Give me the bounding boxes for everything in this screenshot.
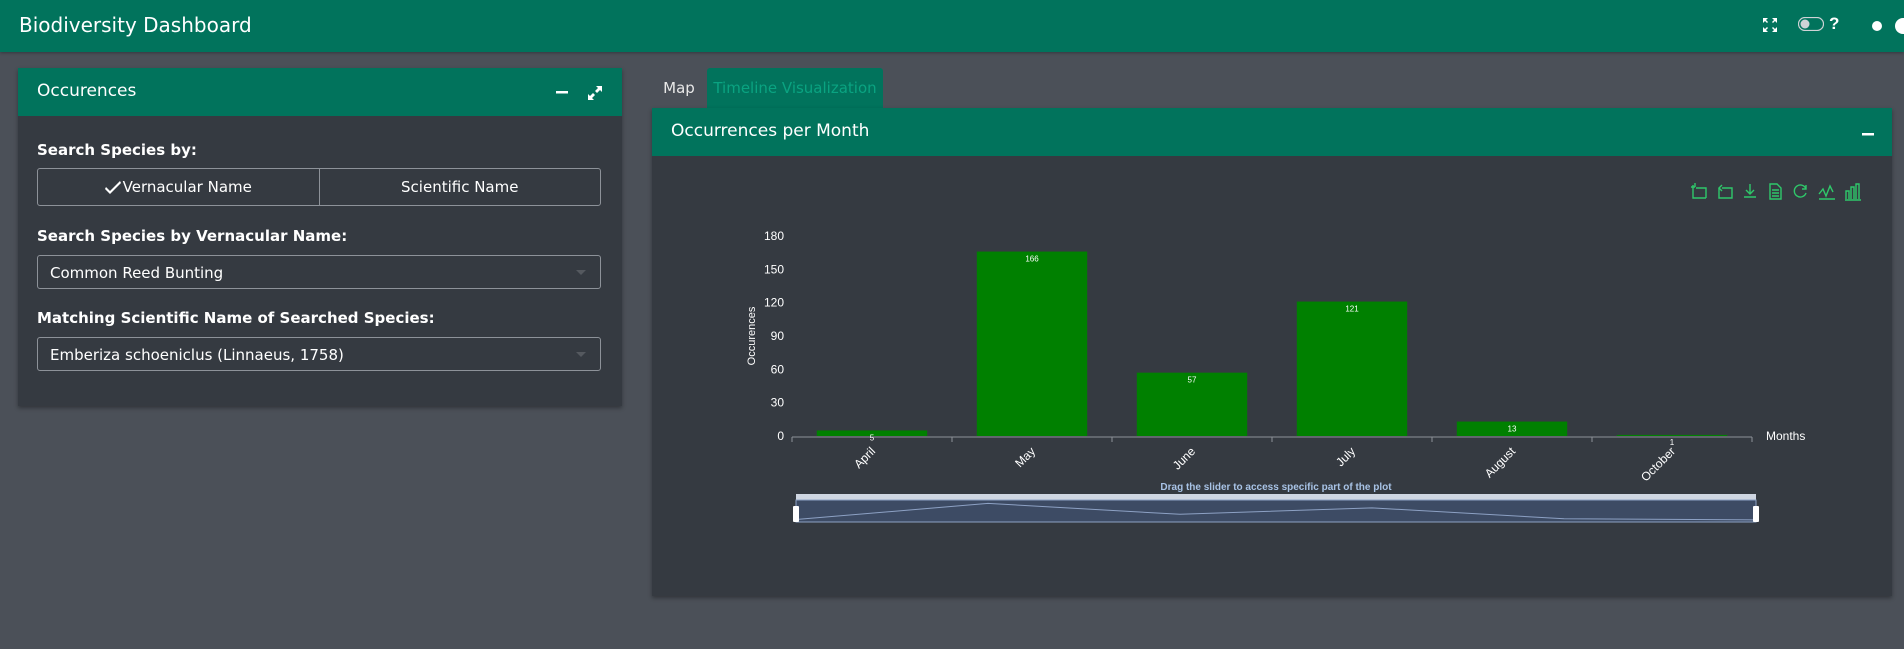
vernacular-name-option-label: Vernacular Name xyxy=(122,178,252,196)
x-tick-label: May xyxy=(1012,444,1038,470)
fullscreen-icon[interactable] xyxy=(1763,18,1777,32)
bar-data-label: 1 xyxy=(1670,438,1675,447)
vernacular-name-option[interactable]: Vernacular Name xyxy=(38,169,319,205)
slider-top-bar xyxy=(796,494,1756,500)
scientific-name-select[interactable]: Emberiza schoeniclus (Linnaeus, 1758) xyxy=(37,337,601,371)
collapse-icon[interactable] xyxy=(556,91,568,94)
slider-preview-line xyxy=(795,502,1757,521)
bar-june xyxy=(1136,372,1248,436)
y-tick-label: 180 xyxy=(764,229,784,243)
search-mode-toggle: Vernacular Name Scientific Name xyxy=(37,168,601,206)
vernacular-search-label: Search Species by Vernacular Name: xyxy=(37,227,348,245)
scientific-name-value: Emberiza schoeniclus (Linnaeus, 1758) xyxy=(50,346,344,364)
scientific-name-option-label: Scientific Name xyxy=(401,178,519,196)
download-icon[interactable] xyxy=(1744,184,1756,198)
chart-card-header: Occurrences per Month xyxy=(652,108,1892,156)
bar-data-label: 57 xyxy=(1188,376,1197,385)
bar-august xyxy=(1456,421,1568,436)
bar-may xyxy=(976,251,1088,436)
x-tick-label: July xyxy=(1333,444,1358,469)
y-tick-label: 0 xyxy=(777,429,784,443)
moon-icon[interactable] xyxy=(1894,17,1904,35)
chevron-down-icon xyxy=(576,270,586,275)
occurences-card-header: Occurences xyxy=(18,68,622,116)
slider-right-handle xyxy=(1753,506,1759,522)
x-axis-label: Months xyxy=(1766,429,1805,443)
bar-data-label: 166 xyxy=(1025,255,1039,264)
chart-toolbox xyxy=(1691,183,1861,201)
x-tick-label: August xyxy=(1482,444,1519,481)
bar-april xyxy=(816,430,928,436)
occurrences-per-month-card: Occurrences per Month 0 30 60 90 120 150 180 Oc… xyxy=(652,108,1892,596)
scientific-name-label: Matching Scientific Name of Searched Spe… xyxy=(37,309,435,327)
expand-icon[interactable] xyxy=(588,86,602,100)
search-by-label: Search Species by: xyxy=(37,141,197,159)
y-tick-label: 150 xyxy=(764,262,784,276)
dark-mode-toggle-icon[interactable] xyxy=(1798,17,1824,31)
slider-label: Drag the slider to access specific part … xyxy=(1160,482,1392,493)
slider-left-handle xyxy=(793,506,799,522)
chart-card-title: Occurrences per Month xyxy=(671,121,870,141)
y-axis-label: Occurences xyxy=(746,306,758,365)
occurences-card-title: Occurences xyxy=(37,81,137,101)
y-tick-label: 120 xyxy=(764,296,784,310)
x-tick-label: October xyxy=(1638,444,1678,484)
tab-timeline-visualization[interactable]: Timeline Visualization xyxy=(707,68,883,108)
vernacular-name-value: Common Reed Bunting xyxy=(50,264,224,282)
y-tick-label: 60 xyxy=(771,362,785,376)
data-view-icon[interactable] xyxy=(1769,183,1782,200)
checkmark-icon xyxy=(104,181,121,194)
bar-data-label: 121 xyxy=(1345,305,1359,314)
bar-july xyxy=(1296,301,1408,436)
user-dot-icon[interactable] xyxy=(1872,21,1882,31)
restore-icon[interactable] xyxy=(1793,184,1807,198)
chevron-down-icon xyxy=(576,352,586,357)
occurences-card: Occurences Search Species by: Vernacular… xyxy=(18,68,622,406)
occurrences-bar-chart: 0 30 60 90 120 150 180 Occurences 5 April 166 May 57… xyxy=(746,229,1805,523)
collapse-icon[interactable] xyxy=(1862,133,1874,136)
help-icon[interactable]: ? xyxy=(1829,14,1840,33)
y-tick-label: 30 xyxy=(771,396,785,410)
app-title: Biodiversity Dashboard xyxy=(19,13,252,37)
zoom-icon[interactable] xyxy=(1691,183,1707,199)
scientific-name-option[interactable]: Scientific Name xyxy=(318,169,601,205)
zoom-reset-icon[interactable] xyxy=(1718,184,1733,199)
bar-october xyxy=(1616,434,1728,436)
y-tick-label: 90 xyxy=(771,329,785,343)
tab-map[interactable]: Map xyxy=(663,79,695,97)
x-tick-label: June xyxy=(1170,444,1199,473)
navbar: Biodiversity Dashboard ? xyxy=(0,0,1904,52)
vernacular-name-select[interactable]: Common Reed Bunting xyxy=(37,255,601,289)
line-chart-icon[interactable] xyxy=(1818,184,1835,200)
x-tick-label: April xyxy=(851,444,878,471)
bar-data-label: 13 xyxy=(1508,425,1517,434)
bar-chart-icon[interactable] xyxy=(1845,183,1861,201)
bar-data-label: 5 xyxy=(870,433,875,442)
